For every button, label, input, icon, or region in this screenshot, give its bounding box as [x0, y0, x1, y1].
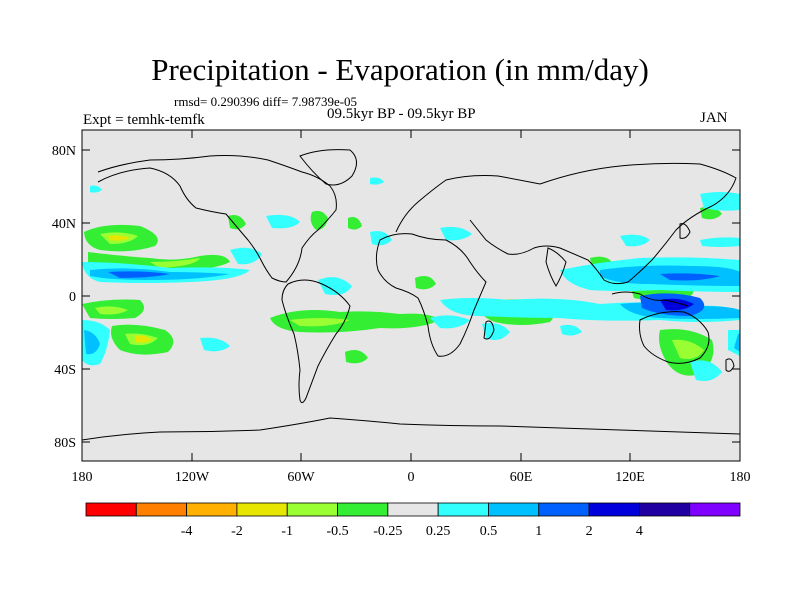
- colorbar-label: -0.5: [326, 524, 348, 539]
- lon-label-120w: 120W: [175, 470, 210, 485]
- lon-label-60e: 60E: [510, 470, 533, 485]
- experiment-label: Expt = temhk-temfk: [83, 112, 205, 128]
- lon-label-180w: 180: [72, 470, 93, 485]
- stats-label: rmsd= 0.290396 diff= 7.98739e-05: [174, 94, 358, 109]
- colorbar-swatch: [236, 502, 288, 517]
- coast-new-zealand: [725, 358, 735, 372]
- coast-greenland: [299, 149, 357, 186]
- map-title: Precipitation - Evaporation (in mm/day): [151, 52, 649, 87]
- colorbar-label: 2: [586, 524, 593, 539]
- lon-ticks: [81, 130, 631, 461]
- colorbar-label: -1: [281, 524, 293, 539]
- colorbar-label: 0.5: [480, 524, 498, 539]
- colorbar-swatch: [337, 502, 389, 517]
- lat-label-80s: 80S: [54, 436, 76, 451]
- lat-labels: 80N 40N 0 40S 80S: [52, 144, 76, 451]
- lat-label-0: 0: [69, 290, 76, 305]
- period-label: 09.5kyr BP - 09.5kyr BP: [327, 106, 476, 122]
- coast-antarctica: [82, 417, 740, 441]
- colorbar-swatch: [387, 502, 439, 517]
- lat-label-80n: 80N: [52, 144, 76, 159]
- lon-labels: 180 120W 60W 0 60E 120E 180: [72, 470, 751, 485]
- colorbar-label: -4: [181, 524, 193, 539]
- coast-europe-africa: [375, 233, 487, 357]
- coast-asia: [469, 162, 737, 285]
- colorbar-swatch: [689, 502, 741, 517]
- lon-label-180e: 180: [730, 470, 751, 485]
- colorbar-swatch: [538, 502, 590, 517]
- lon-label-60w: 60W: [287, 470, 315, 485]
- colorbar-label: 0.25: [426, 524, 451, 539]
- colorbar-swatch: [437, 502, 489, 517]
- coast-madagascar: [483, 320, 495, 340]
- lon-label-0: 0: [408, 470, 415, 485]
- coast-japan: [679, 223, 691, 239]
- lon-label-120e: 120E: [615, 470, 645, 485]
- coast-australia: [639, 311, 710, 364]
- month-label: JAN: [700, 110, 728, 126]
- colorbar-label: -2: [231, 524, 243, 539]
- colorbar-swatch: [186, 502, 238, 517]
- colorbar-label: 4: [636, 524, 643, 539]
- coast-india: [545, 247, 567, 287]
- colorbar-labels: -4 -2 -1 -0.5 -0.25 0.25 0.5 1 2 4: [181, 524, 643, 539]
- colorbar-swatch: [638, 502, 691, 517]
- colorbar-label: 1: [535, 524, 542, 539]
- coastlines: [82, 149, 740, 441]
- colorbar-swatch: [135, 502, 188, 517]
- colorbar-swatch: [588, 502, 640, 517]
- map-background: [82, 130, 740, 461]
- colorbar-swatch: [85, 502, 137, 517]
- coast-north-america: [97, 155, 337, 283]
- colorbar-label: -0.25: [373, 524, 402, 539]
- lat-ticks: [82, 149, 740, 443]
- coast-indonesia: [611, 291, 689, 307]
- anomaly-fields: [82, 177, 740, 381]
- darkblue-anomaly-patches: [660, 298, 694, 311]
- colorbar-swatch: [286, 502, 338, 517]
- lat-label-40s: 40S: [54, 363, 76, 378]
- coast-europe: [395, 175, 541, 233]
- colorbar-swatch: [488, 502, 540, 517]
- lat-label-40n: 40N: [52, 217, 76, 232]
- colorbar: [85, 502, 741, 517]
- coast-south-america: [281, 279, 351, 404]
